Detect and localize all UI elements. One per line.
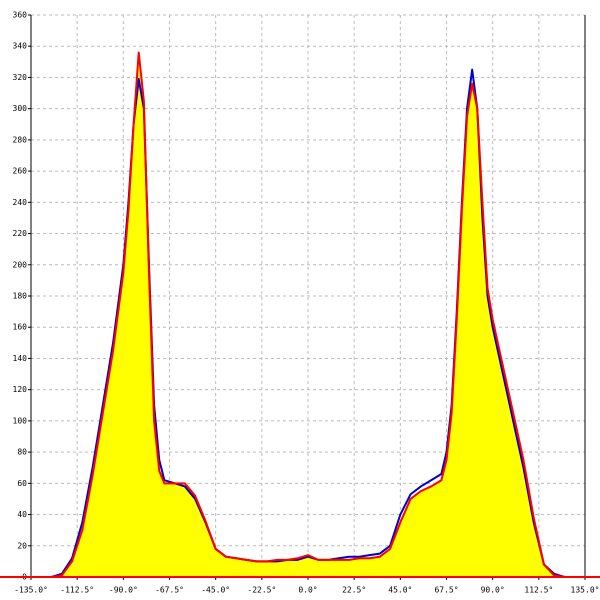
x-tick-label: 112.5° xyxy=(524,586,553,595)
x-tick-label: 90.0° xyxy=(481,586,505,595)
x-tick-label: -22.5° xyxy=(247,586,276,595)
y-tick-label: 160 xyxy=(13,323,28,332)
y-tick-label: 280 xyxy=(13,135,28,144)
y-tick-label: 360 xyxy=(13,11,28,20)
y-tick-label: 20 xyxy=(17,541,27,550)
x-tick-label: 135.0° xyxy=(571,586,600,595)
y-tick-label: 320 xyxy=(13,73,28,82)
x-tick-label: 45.0° xyxy=(388,586,412,595)
x-tick-label: 22.5° xyxy=(342,586,366,595)
x-tick-label: -67.5° xyxy=(155,586,184,595)
y-tick-label: 300 xyxy=(13,104,28,113)
area-fill xyxy=(31,52,585,577)
y-tick-label: 240 xyxy=(13,198,28,207)
x-tick-label: 67.5° xyxy=(434,586,458,595)
y-tick-label: 120 xyxy=(13,385,28,394)
y-tick-label: 200 xyxy=(13,260,28,269)
y-tick-label: 340 xyxy=(13,42,28,51)
x-tick-label: -45.0° xyxy=(201,586,230,595)
series-line xyxy=(31,51,585,578)
y-tick-label: 260 xyxy=(13,167,28,176)
y-tick-label: 220 xyxy=(13,229,28,238)
x-tick-label: -112.5° xyxy=(60,586,94,595)
y-tick-label: 140 xyxy=(13,354,28,363)
x-tick-label: -135.0° xyxy=(14,586,48,595)
y-tick-label: 40 xyxy=(17,510,27,519)
y-tick-label: 60 xyxy=(17,479,27,488)
y-tick-label: 100 xyxy=(13,416,28,425)
x-tick-label: -90.0° xyxy=(109,586,138,595)
x-tick-label: 0.0° xyxy=(298,586,317,595)
y-tick-label: 80 xyxy=(17,448,27,457)
y-tick-label: 180 xyxy=(13,292,28,301)
